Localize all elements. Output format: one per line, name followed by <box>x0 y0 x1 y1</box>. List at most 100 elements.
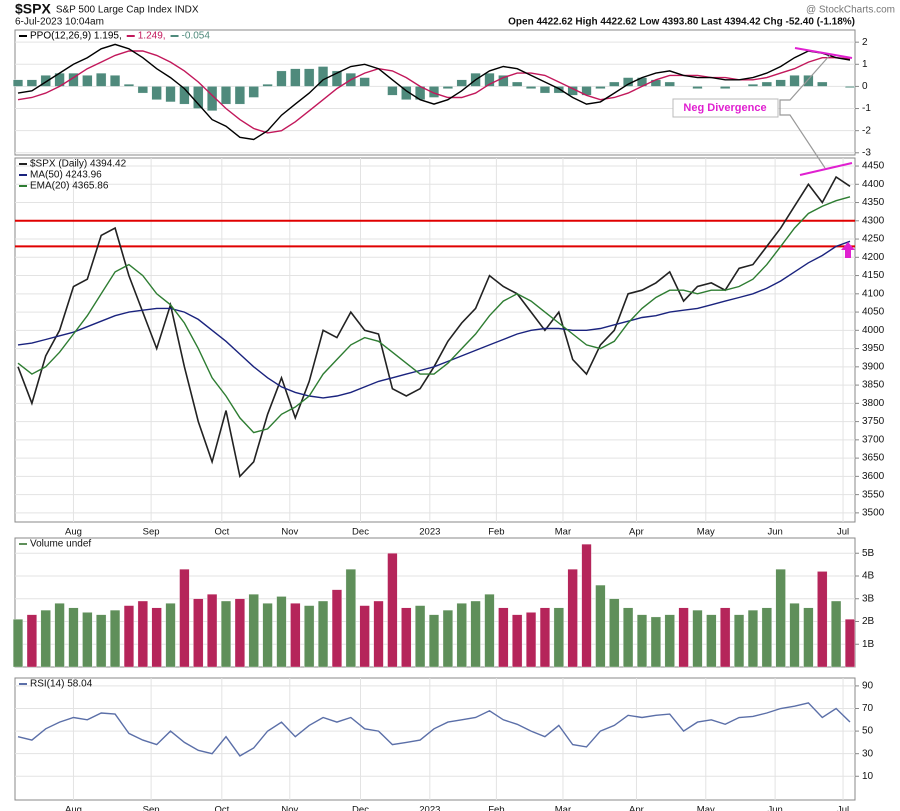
bar <box>96 614 107 668</box>
bar <box>761 81 772 87</box>
symbol: $SPX <box>15 1 51 17</box>
bar <box>609 598 620 668</box>
bar <box>96 72 107 87</box>
x-tick-label: 2023 <box>419 805 440 811</box>
bar <box>747 84 758 87</box>
bar <box>526 612 537 668</box>
line-series <box>17 196 851 434</box>
bar <box>68 72 79 87</box>
bar <box>775 569 786 668</box>
bar <box>179 86 190 105</box>
divergence-line <box>799 162 853 176</box>
legend-label: 1.249, <box>138 31 166 42</box>
bar <box>442 609 453 668</box>
bar <box>844 619 856 668</box>
y-tick-label: 3850 <box>862 380 885 391</box>
x-tick-label: Feb <box>488 527 504 538</box>
bar <box>373 600 384 668</box>
source: @ StockCharts.com <box>806 5 895 16</box>
bar <box>220 600 232 668</box>
bar <box>526 86 537 89</box>
y-tick-label: 1 <box>862 59 868 70</box>
panel-frame <box>14 677 856 801</box>
bar <box>692 86 703 89</box>
bar <box>706 614 717 668</box>
bar <box>817 571 828 668</box>
y-tick-label: 0 <box>862 81 868 92</box>
bar <box>151 607 162 668</box>
bar <box>304 68 315 87</box>
legend-label: RSI(14) 58.04 <box>30 679 93 690</box>
x-tick-label: Apr <box>629 805 644 811</box>
bar <box>110 75 121 87</box>
x-tick-label: Mar <box>555 805 571 811</box>
y-tick-label: 4050 <box>862 307 885 318</box>
bar <box>179 569 190 668</box>
annotation-box <box>672 98 779 118</box>
y-tick-label: 1B <box>862 639 875 650</box>
x-tick-label: Feb <box>488 805 504 811</box>
bar <box>359 77 370 87</box>
bar <box>248 594 259 668</box>
line-series <box>17 240 851 399</box>
bar <box>220 86 232 105</box>
security-name: S&P 500 Large Cap Index INDX <box>56 5 199 16</box>
panel-frame <box>14 157 856 523</box>
bar <box>318 66 329 87</box>
x-tick-label: Apr <box>629 527 644 538</box>
y-tick-label: 4100 <box>862 288 885 299</box>
x-tick-label: Oct <box>214 527 229 538</box>
y-tick-label: 4200 <box>862 252 885 263</box>
y-tick-label: 3900 <box>862 361 885 372</box>
bar <box>234 86 245 105</box>
bar <box>512 81 523 87</box>
y-tick-label: -1 <box>862 103 871 114</box>
y-tick-label: 2B <box>862 616 875 627</box>
bar <box>636 614 648 668</box>
y-tick-label: 4150 <box>862 270 885 281</box>
y-tick-label: 3650 <box>862 453 885 464</box>
bar <box>331 70 342 87</box>
up-arrow <box>841 242 855 258</box>
legend-label: $SPX (Daily) 4394.42 <box>30 159 127 170</box>
bar <box>761 607 772 668</box>
bar <box>401 607 412 668</box>
x-tick-label: Sep <box>143 527 160 538</box>
bar <box>276 70 287 87</box>
y-tick-label: -3 <box>862 147 871 158</box>
x-tick-label: Dec <box>352 805 369 811</box>
bar <box>26 79 37 87</box>
x-tick-label: Aug <box>65 527 82 538</box>
bar <box>40 75 51 87</box>
y-tick-label: 70 <box>862 703 874 714</box>
bar <box>581 543 592 668</box>
bar <box>262 84 273 87</box>
legend-label: Volume undef <box>30 539 91 550</box>
bar <box>553 607 564 668</box>
legend-label: EMA(20) 4365.86 <box>30 181 109 192</box>
bar <box>123 84 134 87</box>
bar <box>428 86 440 98</box>
bar <box>26 614 37 668</box>
bar <box>12 619 24 668</box>
bar <box>345 569 356 668</box>
bar <box>193 86 204 109</box>
y-tick-label: 50 <box>862 726 874 737</box>
y-tick-label: 10 <box>862 771 874 782</box>
line-series <box>17 43 851 141</box>
bar <box>387 86 398 96</box>
bar <box>734 614 745 668</box>
legend-label: -0.054 <box>182 31 211 42</box>
x-tick-label: May <box>697 805 715 811</box>
bar <box>428 614 440 668</box>
annotation: Neg Divergence <box>683 102 766 114</box>
bar <box>803 607 814 668</box>
bar <box>817 81 828 87</box>
bar <box>692 609 703 668</box>
line-series <box>17 702 851 757</box>
bar <box>68 607 79 668</box>
y-tick-label: 90 <box>862 681 874 692</box>
bar <box>110 609 121 668</box>
bar <box>137 600 148 668</box>
